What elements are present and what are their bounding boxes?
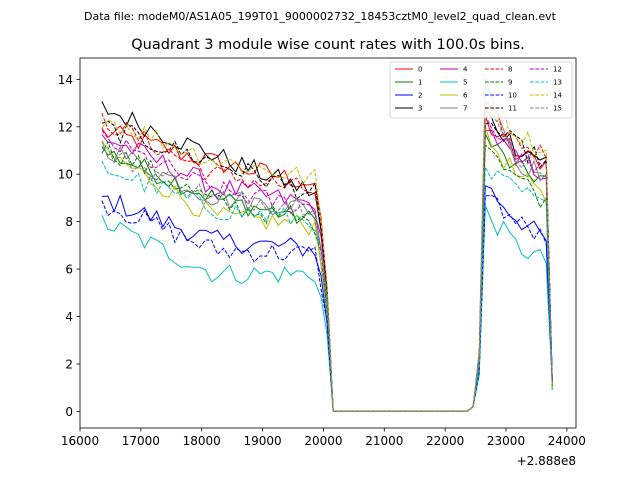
legend-label-1: 1 [418, 79, 422, 87]
series-line-11 [101, 120, 553, 412]
series-line-10 [101, 194, 553, 412]
series-line-13 [101, 160, 553, 412]
y-tick-label: 14 [58, 73, 73, 87]
legend-label-15: 15 [553, 105, 562, 113]
legend-box [389, 61, 573, 119]
plot-area [101, 78, 553, 412]
legend-label-7: 7 [463, 105, 467, 113]
y-tick-label: 10 [58, 168, 73, 182]
y-tick-label: 2 [65, 357, 73, 371]
series-line-15 [101, 109, 553, 412]
series-line-9 [101, 140, 553, 412]
legend-label-12: 12 [553, 66, 562, 74]
x-offset-label: +2.888e8 [517, 454, 576, 468]
legend-label-4: 4 [463, 66, 468, 74]
series-line-5 [101, 205, 553, 412]
x-tick-label: 20000 [304, 434, 342, 448]
y-tick-label: 8 [65, 215, 73, 229]
legend-label-6: 6 [463, 92, 468, 100]
y-tick-label: 6 [65, 263, 73, 277]
legend-label-9: 9 [508, 79, 512, 87]
legend-label-14: 14 [553, 92, 562, 100]
plot-frame [79, 57, 577, 429]
legend-label-10: 10 [508, 92, 517, 100]
x-tick-label: 23000 [487, 434, 525, 448]
legend-label-0: 0 [418, 66, 422, 74]
x-tick-label: 19000 [243, 434, 281, 448]
legend-label-5: 5 [463, 79, 467, 87]
chart-title: Quadrant 3 module wise count rates with … [131, 37, 525, 53]
y-tick-label: 4 [65, 310, 73, 324]
legend-label-13: 13 [553, 79, 562, 87]
x-tick-label: 18000 [183, 434, 221, 448]
legend-label-3: 3 [418, 105, 422, 113]
suptitle: Data file: modeM0/AS1A05_199T01_90000027… [84, 10, 557, 23]
legend-label-11: 11 [508, 105, 517, 113]
y-tick-label: 0 [65, 405, 73, 419]
axes: 16000 17000 18000 19000 20000 21000 22000 23000… [58, 57, 586, 448]
x-tick-label: 24000 [548, 434, 586, 448]
x-tick-label: 21000 [365, 434, 403, 448]
x-tick-label: 16000 [61, 434, 99, 448]
legend-label-2: 2 [418, 92, 422, 100]
legend-label-8: 8 [508, 66, 512, 74]
x-tick-label: 22000 [426, 434, 464, 448]
y-tick-label: 12 [58, 120, 73, 134]
x-tick-label: 17000 [122, 434, 160, 448]
